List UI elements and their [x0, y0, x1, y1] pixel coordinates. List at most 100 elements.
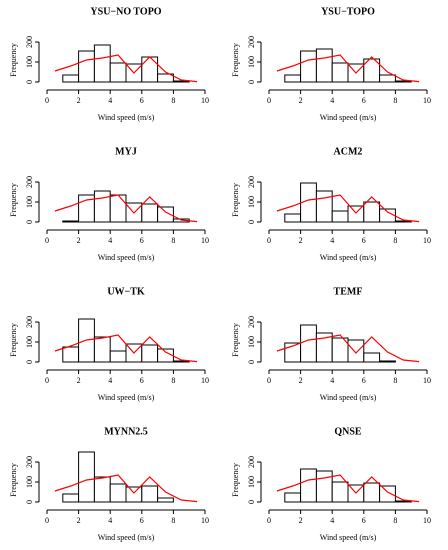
overlay-line	[54, 54, 198, 83]
bar	[141, 56, 159, 83]
y-axis-label: Frequency	[9, 463, 18, 497]
panel: QNSE 0 2 4 6 8 10 Wind speed (m/s) 0 100 200 Freque…	[231, 426, 431, 542]
panel: MYNN2.5 0 2 4 6 8 10 Wind speed (m/s) 0 100 200 Fre…	[9, 426, 209, 542]
overlay-line	[54, 474, 198, 503]
x-tick-label: 4	[330, 96, 334, 105]
x-tick-label: 4	[330, 516, 334, 525]
y-tick-label: 0	[25, 360, 34, 364]
x-tick-label: 0	[267, 96, 271, 105]
x-tick-label: 8	[393, 516, 397, 525]
bar	[394, 500, 412, 503]
y-tick-label: 200	[247, 176, 256, 188]
x-tick-label: 6	[362, 516, 366, 525]
bar	[394, 220, 412, 223]
x-tick-label: 6	[362, 96, 366, 105]
x-tick-label: 8	[171, 376, 175, 385]
bar	[157, 73, 174, 83]
x-tick-label: 6	[362, 376, 366, 385]
x-tick-label: 2	[77, 96, 81, 105]
x-tick-label: 2	[299, 236, 303, 245]
y-tick-label: 200	[25, 36, 34, 48]
x-tick-label: 10	[201, 236, 209, 245]
y-tick-label: 0	[247, 220, 256, 224]
x-axis-label: Wind speed (m/s)	[320, 393, 377, 402]
y-tick-label: 200	[25, 176, 34, 188]
panel-title: MYNN2.5	[104, 426, 148, 437]
y-axis-label: Frequency	[9, 43, 18, 77]
bar	[363, 352, 381, 363]
overlay-line	[54, 334, 198, 363]
y-axis-label: Frequency	[231, 323, 240, 357]
bar	[141, 485, 159, 503]
bar	[93, 336, 111, 363]
y-tick-label: 0	[247, 360, 256, 364]
y-tick-label: 200	[247, 36, 256, 48]
x-tick-label: 6	[140, 516, 144, 525]
x-tick-label: 6	[362, 236, 366, 245]
bar	[379, 74, 396, 83]
x-tick-label: 8	[171, 96, 175, 105]
bar	[394, 80, 412, 83]
y-tick-label: 0	[247, 80, 256, 84]
panel-title: UW−TK	[107, 286, 145, 297]
x-tick-label: 10	[201, 516, 209, 525]
panel-title: MYJ	[115, 146, 137, 157]
y-axis-label: Frequency	[231, 183, 240, 217]
bar	[347, 339, 365, 363]
x-tick-label: 0	[267, 376, 271, 385]
x-tick-label: 0	[45, 236, 49, 245]
panel: UW−TK 0 2 4 6 8 10 Wind speed (m/s) 0 100 200 Frequ…	[9, 286, 209, 402]
bar	[379, 208, 396, 223]
y-tick-label: 100	[25, 196, 34, 208]
bar	[62, 493, 80, 503]
x-tick-label: 0	[267, 236, 271, 245]
x-axis-label: Wind speed (m/s)	[98, 253, 155, 262]
bar	[141, 203, 159, 223]
bar	[78, 50, 95, 83]
x-tick-label: 4	[108, 516, 112, 525]
overlay-line	[276, 334, 420, 363]
bar	[109, 194, 127, 223]
y-tick-label: 200	[25, 456, 34, 468]
x-axis-label: Wind speed (m/s)	[320, 533, 377, 542]
x-tick-label: 2	[77, 516, 81, 525]
bar	[331, 481, 349, 503]
x-tick-label: 4	[330, 236, 334, 245]
bar	[93, 476, 111, 503]
x-tick-label: 0	[45, 376, 49, 385]
x-axis-label: Wind speed (m/s)	[98, 393, 155, 402]
overlay-line	[276, 54, 420, 83]
x-tick-label: 6	[140, 236, 144, 245]
y-tick-label: 100	[25, 476, 34, 488]
y-axis-label: Frequency	[231, 463, 240, 497]
bar	[172, 360, 190, 363]
y-tick-label: 100	[25, 336, 34, 348]
x-tick-label: 2	[77, 376, 81, 385]
bar	[284, 74, 302, 83]
x-tick-label: 8	[171, 516, 175, 525]
x-tick-label: 2	[77, 236, 81, 245]
x-tick-label: 10	[201, 376, 209, 385]
y-tick-label: 0	[25, 80, 34, 84]
y-tick-label: 200	[247, 316, 256, 328]
x-tick-label: 10	[201, 96, 209, 105]
x-tick-label: 8	[171, 236, 175, 245]
x-tick-label: 8	[393, 96, 397, 105]
panel: YSU−TOPO 0 2 4 6 8 10 Wind speed (m/s) 0 100 200 Fr…	[231, 6, 431, 122]
bar	[62, 74, 80, 83]
bar	[125, 486, 143, 503]
bar	[300, 468, 317, 503]
x-tick-label: 4	[108, 96, 112, 105]
y-tick-label: 100	[25, 56, 34, 68]
bar	[62, 220, 80, 223]
x-tick-label: 0	[267, 516, 271, 525]
x-tick-label: 8	[393, 376, 397, 385]
panel: ACM2 0 2 4 6 8 10 Wind speed (m/s) 0 100 200 Freque…	[231, 146, 431, 262]
bar	[363, 482, 381, 503]
bar	[347, 205, 365, 223]
bar	[315, 190, 333, 223]
bar	[300, 50, 317, 83]
bar	[157, 348, 174, 363]
bar	[379, 485, 396, 503]
